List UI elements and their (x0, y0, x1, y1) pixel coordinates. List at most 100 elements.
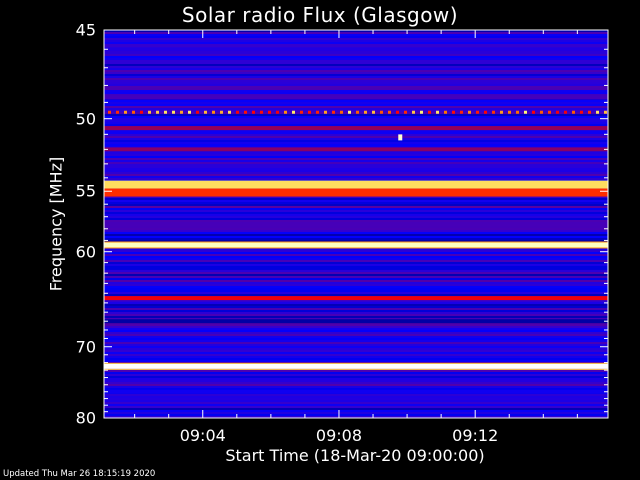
band-dot (220, 110, 223, 114)
noise-row (104, 42, 608, 44)
noise-row (104, 262, 608, 264)
noise-row (104, 102, 608, 104)
noise-row (104, 160, 608, 162)
band-dot (516, 110, 519, 114)
spectrogram-spikes (398, 134, 403, 141)
noise-row (104, 208, 608, 210)
noise-row (104, 316, 608, 318)
band-dot (172, 110, 175, 114)
noise-row (104, 100, 608, 102)
x-tick-label: 09:12 (452, 426, 499, 445)
noise-row (104, 232, 608, 234)
band-dot (276, 110, 279, 114)
noise-row (104, 348, 608, 350)
noise-row (104, 372, 608, 374)
noise-row (104, 62, 608, 64)
band-8 (104, 265, 608, 270)
band-10 (104, 319, 608, 324)
band-dot (468, 110, 471, 114)
band-dot (532, 110, 535, 114)
band-dot (556, 110, 559, 114)
noise-row (104, 142, 608, 144)
noise-row (104, 350, 608, 352)
noise-row (104, 358, 608, 360)
noise-row (104, 138, 608, 140)
noise-row (104, 282, 608, 284)
noise-row (104, 402, 608, 404)
band-dot (124, 110, 127, 114)
noise-row (104, 248, 608, 250)
y-tick-label: 45 (75, 20, 96, 40)
band-dot (348, 110, 351, 114)
band-dot (404, 110, 407, 114)
band-dot (500, 110, 503, 114)
noise-row (104, 228, 608, 230)
band-dot (116, 110, 119, 114)
noise-row (104, 260, 608, 262)
noise-row (104, 222, 608, 224)
band-dot (548, 110, 551, 114)
noise-row (104, 300, 608, 302)
y-axis-label: Frequency [MHz] (46, 156, 66, 292)
noise-row (104, 218, 608, 220)
band-dot (284, 110, 287, 114)
band-dot (380, 110, 383, 114)
noise-row (104, 74, 608, 76)
noise-row (104, 306, 608, 308)
noise-row (104, 386, 608, 388)
noise-row (104, 346, 608, 348)
noise-row (104, 410, 608, 412)
chart-title: Solar radio Flux (Glasgow) (181, 3, 459, 27)
updated-timestamp: Updated Thu Mar 26 18:15:19 2020 (3, 469, 156, 479)
noise-row (104, 146, 608, 148)
band-dot (436, 110, 439, 114)
noise-row (104, 52, 608, 54)
band-dot (540, 110, 543, 114)
noise-row (104, 302, 608, 304)
noise-row (104, 292, 608, 294)
band-dot (236, 110, 239, 114)
noise-row (104, 304, 608, 306)
band-dot (580, 110, 583, 114)
band-dot (300, 110, 303, 114)
band-dot (484, 110, 487, 114)
noise-row (104, 54, 608, 56)
band-dot (444, 110, 447, 114)
noise-row (104, 338, 608, 340)
spectrogram-bands (104, 47, 608, 394)
noise-row (104, 174, 608, 176)
band-dot (428, 110, 431, 114)
band-dot (492, 110, 495, 114)
noise-row (104, 84, 608, 86)
band-dot (332, 110, 335, 114)
noise-row (104, 88, 608, 90)
noise-row (104, 220, 608, 222)
noise-row (104, 360, 608, 362)
band-dot (260, 110, 263, 114)
noise-row (104, 328, 608, 330)
band-dot (340, 110, 343, 114)
noise-row (104, 46, 608, 48)
noise-row (104, 200, 608, 202)
noise-row (104, 324, 608, 326)
noise-row (104, 210, 608, 212)
noise-row (104, 294, 608, 296)
noise-row (104, 240, 608, 242)
noise-row (104, 132, 608, 134)
noise-row (104, 44, 608, 46)
noise-row (104, 76, 608, 78)
noise-row (104, 238, 608, 240)
noise-row (104, 376, 608, 378)
noise-row (104, 288, 608, 290)
band-dot (420, 110, 423, 114)
noise-row (104, 416, 608, 418)
noise-row (104, 114, 608, 116)
noise-row (104, 310, 608, 312)
noise-row (104, 414, 608, 416)
noise-row (104, 234, 608, 236)
band-dot (140, 110, 143, 114)
band-dot (476, 110, 479, 114)
band-6 (104, 188, 608, 197)
noise-row (104, 34, 608, 36)
noise-row (104, 72, 608, 74)
